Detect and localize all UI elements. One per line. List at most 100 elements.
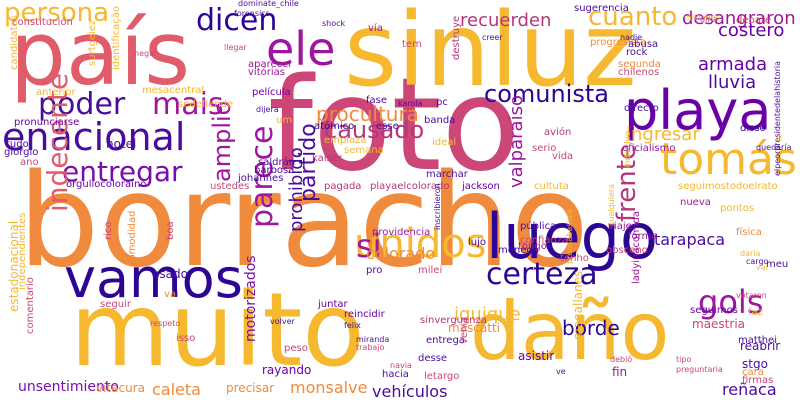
cloud-word: daño (470, 285, 670, 378)
cloud-word: lujo (468, 237, 487, 248)
cloud-word: mascatti (448, 321, 500, 335)
cloud-word: candidatos (9, 15, 20, 70)
cloud-word: si (356, 227, 382, 265)
cloud-word: tudo (6, 139, 29, 150)
cloud-word: prensabasura (565, 209, 574, 264)
cloud-word: providencia (372, 227, 431, 238)
cloud-word: asistir (518, 349, 555, 363)
cloud-word: directo (624, 103, 659, 114)
cloud-word: serio (532, 143, 557, 154)
cloud-word: meu (766, 259, 789, 270)
cloud-word: llegar (224, 43, 247, 52)
cloud-word: viaje (608, 221, 632, 232)
cloud-word: trabajo (356, 343, 385, 352)
cloud-word: jackson (462, 181, 500, 192)
cloud-word: causado (324, 116, 425, 144)
cloud-word: reabrir (740, 339, 781, 353)
cloud-word: sugerencia (574, 3, 629, 14)
cloud-word: ustedes (210, 181, 250, 192)
cloud-word: negar (134, 49, 158, 58)
cloud-word: vía (368, 23, 383, 34)
cloud-word: constitución (12, 17, 73, 28)
cloud-word: procultura (316, 102, 419, 126)
cloud-word: tenho (560, 253, 589, 264)
cloud-word: elpeorpresidentedelahistoria (773, 61, 782, 176)
cloud-word: enacional (2, 115, 186, 159)
cloud-word: creer (482, 33, 503, 42)
cloud-word: ele (266, 22, 336, 76)
cloud-word: borde (562, 316, 620, 340)
cloud-word: tomás (660, 134, 797, 185)
cloud-word: seguir (100, 299, 131, 310)
cloud-word: individuo (623, 131, 632, 168)
cloud-word: banda (424, 115, 456, 126)
cloud-word: desse (418, 353, 448, 364)
cloud-word: debate (736, 15, 772, 26)
cloud-word: independientes (17, 212, 28, 290)
cloud-word: luego (486, 200, 658, 273)
cloud-word: vamos (64, 247, 243, 310)
cloud-word: ve (556, 367, 566, 376)
cloud-word: boa (165, 221, 176, 240)
cloud-word: cuanto (588, 2, 678, 32)
cloud-word: debió (610, 355, 633, 364)
cloud-word: amplio (208, 100, 236, 182)
cloud-word: faz (748, 307, 763, 318)
cloud-word: pronunciarse (14, 117, 80, 128)
cloud-word: tarapaca (654, 230, 726, 249)
cloud-word: avión (544, 127, 572, 138)
cloud-word: dicen (196, 3, 278, 38)
cloud-word: costero (718, 20, 785, 41)
cloud-word: ingresar (626, 124, 700, 145)
cloud-word: esse (376, 121, 399, 132)
cloud-word: sinluz (344, 0, 637, 110)
cloud-word: lluvia (708, 72, 757, 93)
cloud-word: tem (402, 39, 422, 50)
cloud-word: colorado (366, 244, 436, 263)
cloud-word: rayando (262, 363, 312, 377)
cloud-word: mais (152, 87, 224, 122)
cloud-word: milliones (684, 13, 720, 22)
cloud-word: vitacura (96, 381, 145, 395)
cloud-word: aparecer (248, 59, 293, 70)
cloud-word: pública (520, 221, 557, 232)
cloud-word: borracho (18, 147, 589, 296)
cloud-word: felix (344, 321, 361, 330)
cloud-word: marchar (426, 169, 468, 180)
cloud-word: pro (366, 265, 383, 276)
cloud-word: película (252, 87, 291, 98)
cloud-word: chilenos (618, 67, 660, 78)
cloud-word: respeto (150, 319, 181, 328)
cloud-word: saldrán (258, 157, 296, 168)
cloud-word: vehículos (372, 382, 448, 400)
cloud-word: hotel (106, 137, 137, 151)
cloud-word: playa (624, 79, 772, 142)
cloud-word: gols (698, 283, 764, 321)
cloud-word: destruye (451, 15, 462, 60)
cloud-word: emplaza (324, 135, 367, 146)
cloud-word: volver (270, 317, 295, 326)
cloud-word: poder (38, 87, 126, 122)
cloud-word: é (776, 133, 783, 144)
cloud-word: cualquiera (607, 183, 616, 226)
cloud-word: cargo (746, 257, 769, 266)
cloud-word: monsalve (290, 378, 368, 397)
cloud-word: um (276, 115, 293, 126)
cloud-word: magallanes (571, 270, 585, 340)
cloud-word: cultuta (534, 181, 569, 192)
cloud-word: armada (698, 54, 768, 75)
cloud-word: daría (740, 249, 761, 258)
cloud-word: pontos (720, 203, 755, 214)
cloud-word: stgo (742, 357, 768, 371)
cloud-word: identificação (111, 6, 122, 70)
cloud-word: atómico (314, 121, 355, 132)
cloud-word: obsceno (606, 245, 648, 256)
cloud-word: quedaría (756, 143, 792, 152)
cloud-word: navia (390, 361, 412, 370)
cloud-word: seguimos (690, 305, 738, 316)
cloud-word: karola (398, 99, 423, 108)
cloud-word: miranda (356, 335, 390, 344)
cloud-word: johannes (238, 173, 284, 184)
cloud-word: iquique (454, 304, 521, 325)
